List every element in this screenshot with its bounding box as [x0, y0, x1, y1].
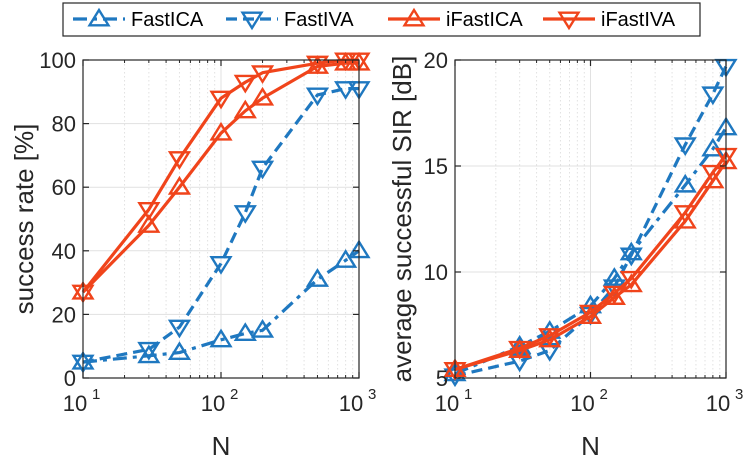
- series-line: [81, 58, 359, 294]
- data-point: [701, 164, 725, 184]
- data-point: [619, 241, 643, 261]
- series-line: [454, 154, 728, 372]
- x-tick-exponent: 1: [464, 386, 472, 403]
- data-point: [250, 319, 275, 338]
- legend: FastICA FastIVA iFastICA iFastIVA: [62, 2, 701, 37]
- data-point: [167, 151, 192, 170]
- data-point: [673, 137, 697, 157]
- data-point: [250, 160, 275, 180]
- data-point: [209, 90, 233, 110]
- data-point: [137, 341, 161, 361]
- y-tick-label: 40: [52, 239, 76, 264]
- data-point: [167, 341, 192, 361]
- data-point: [701, 86, 725, 106]
- data-point: [250, 86, 275, 106]
- data-point: [233, 99, 257, 119]
- data-point: [305, 268, 330, 287]
- y-axis-title: success rate [%]: [9, 124, 39, 315]
- y-tick-label: 0: [64, 366, 76, 391]
- legend-box: [62, 2, 701, 37]
- y-axis-title: average successful SIR [dB]: [387, 56, 417, 383]
- legend-label: iFastICA: [446, 9, 523, 31]
- x-tick-label: 10: [63, 391, 87, 416]
- ticks: [82, 59, 360, 379]
- data-point: [538, 328, 562, 347]
- legend-marker: [87, 7, 111, 27]
- legend-marker: [402, 7, 426, 27]
- ticks: [454, 59, 727, 379]
- data-point: [508, 340, 532, 360]
- series-fastica: [71, 239, 371, 370]
- data-point: [673, 173, 697, 193]
- data-point: [137, 214, 161, 233]
- data-point: [673, 205, 697, 224]
- series-ifastiva: [71, 52, 371, 304]
- data-point: [578, 304, 603, 324]
- data-point: [209, 256, 233, 275]
- x-tick-exponent: 3: [368, 386, 376, 403]
- legend-label: FastIVA: [284, 9, 354, 31]
- legend-entry-ifastiva: iFastIVA: [543, 9, 676, 31]
- data-point: [619, 270, 643, 290]
- data-point: [305, 87, 330, 107]
- data-point: [334, 52, 358, 72]
- data-point: [508, 353, 532, 373]
- series-line: [454, 160, 728, 372]
- y-tick-label: 10: [424, 260, 448, 285]
- data-point: [209, 121, 233, 141]
- data-point: [233, 74, 257, 94]
- data-point: [137, 344, 161, 364]
- x-axis-title: N: [581, 431, 600, 460]
- data-point: [137, 201, 161, 221]
- legend-entry-fastica: FastICA: [73, 7, 204, 31]
- series-line: [81, 61, 359, 294]
- legend-entry-ifastica: iFastICA: [388, 7, 523, 31]
- x-tick-exponent: 2: [230, 386, 238, 403]
- y-tick-label: 80: [52, 112, 76, 137]
- data-point: [602, 285, 626, 305]
- data-point: [167, 175, 192, 195]
- data-point: [250, 65, 275, 85]
- y-tick-label: 15: [424, 154, 448, 179]
- y-tick-label: 60: [52, 175, 76, 200]
- y-tick-label: 5: [436, 366, 448, 391]
- x-axis-title: N: [212, 431, 231, 460]
- data-point: [233, 205, 257, 224]
- data-point: [209, 328, 233, 348]
- x-tick-exponent: 1: [92, 386, 100, 403]
- x-tick-exponent: 2: [600, 386, 608, 403]
- legend-entry-fastiva: FastIVA: [226, 9, 354, 31]
- y-tick-label: 100: [39, 48, 76, 73]
- legend-marker: [240, 11, 264, 31]
- data-point: [167, 319, 192, 339]
- data-point: [701, 137, 725, 157]
- y-tick-label: 20: [52, 302, 76, 327]
- legend-label: iFastIVA: [601, 9, 676, 31]
- x-tick-label: 10: [706, 391, 730, 416]
- series-line: [82, 87, 359, 364]
- x-tick-exponent: 3: [735, 386, 743, 403]
- data-point: [619, 247, 643, 267]
- data-point: [233, 322, 257, 341]
- legend-marker: [557, 11, 581, 31]
- x-tick-label: 10: [339, 391, 363, 416]
- x-tick-label: 10: [201, 391, 225, 416]
- data-point: [334, 249, 358, 268]
- data-point: [334, 81, 358, 100]
- data-point: [305, 55, 330, 75]
- x-tick-label: 10: [435, 391, 459, 416]
- data-point: [347, 52, 371, 72]
- x-tick-label: 10: [570, 391, 594, 416]
- legend-label: FastICA: [131, 9, 204, 31]
- y-tick-label: 20: [424, 48, 448, 73]
